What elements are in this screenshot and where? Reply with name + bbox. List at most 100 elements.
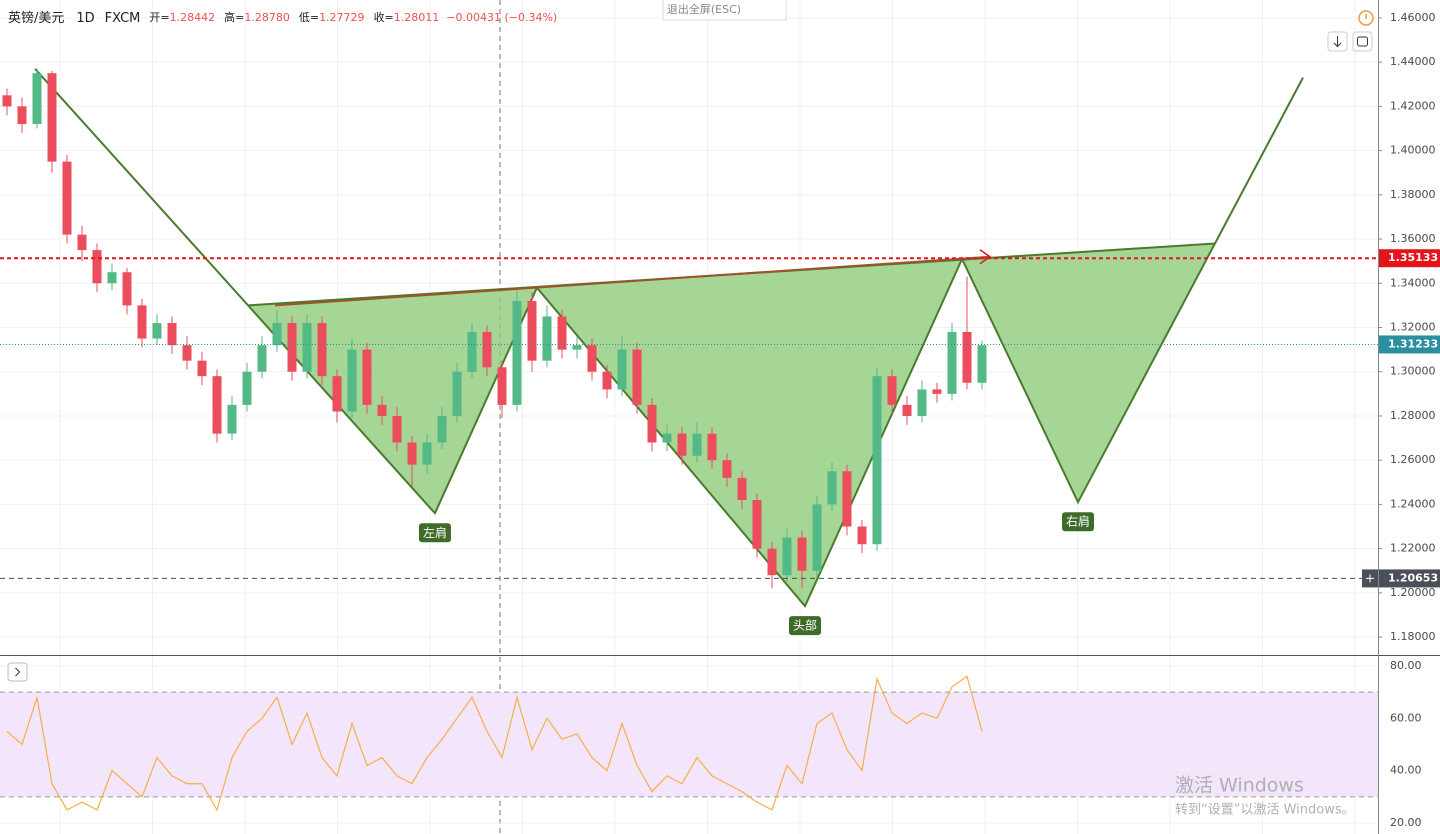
candle-body xyxy=(677,433,687,456)
candle-body xyxy=(512,300,522,405)
price-label: 1.20653 xyxy=(1388,571,1438,584)
candle-body xyxy=(362,349,372,405)
icon-circle xyxy=(1358,10,1374,26)
candle-body xyxy=(212,376,222,434)
candle-body xyxy=(902,404,912,416)
candle-body xyxy=(32,73,42,125)
candle-body xyxy=(242,371,252,405)
candle-body xyxy=(857,526,867,545)
candle-body xyxy=(2,95,12,107)
candle-body xyxy=(482,331,492,368)
neckline xyxy=(274,255,991,307)
candle-body xyxy=(17,106,27,125)
candle-body xyxy=(692,433,702,456)
candle-body xyxy=(797,537,807,571)
candle-body xyxy=(587,345,597,372)
candle-body xyxy=(752,499,762,549)
rsi-tick-label: 20.00 xyxy=(1390,816,1422,829)
icon xyxy=(15,667,21,677)
collapse-button[interactable] xyxy=(7,662,28,682)
candle-body xyxy=(107,272,117,284)
ohlc-value: 1.28442 xyxy=(170,11,216,24)
pattern-label: 右肩 xyxy=(1066,514,1090,529)
candle-body xyxy=(812,504,822,571)
candle-body xyxy=(452,371,462,416)
exit-fullscreen-button[interactable]: 退出全屏(ESC) xyxy=(662,0,787,21)
rsi-pane xyxy=(0,665,1378,824)
candle-body xyxy=(557,316,567,350)
y-tick-label: 1.38000 xyxy=(1390,188,1436,201)
candle-body xyxy=(302,323,312,372)
candle-body xyxy=(227,404,237,434)
ohlc-label: 开= xyxy=(149,11,169,24)
candle-body xyxy=(197,360,207,377)
ohlc-value: 1.27729 xyxy=(319,11,365,24)
candle-body xyxy=(707,433,717,461)
candle-body xyxy=(287,323,297,372)
rsi-line xyxy=(6,675,983,812)
ohlc-label: 收= xyxy=(374,10,394,24)
y-tick-label: 1.40000 xyxy=(1390,144,1436,157)
candle-body xyxy=(872,376,882,545)
candle-body xyxy=(407,442,417,465)
pattern-zigzag xyxy=(247,243,1216,608)
reset-button[interactable] xyxy=(1352,31,1373,52)
candle-body xyxy=(467,331,477,372)
candle-body xyxy=(602,371,612,390)
y-tick-label: 1.24000 xyxy=(1390,497,1436,510)
candle-body xyxy=(932,389,942,394)
candle-body xyxy=(527,300,537,361)
candle-body xyxy=(317,323,327,377)
icon xyxy=(1357,36,1368,47)
pattern-label: 左肩 xyxy=(423,525,447,540)
plus-icon xyxy=(1366,574,1374,583)
warning-icon[interactable] xyxy=(1358,10,1374,26)
button-label: 退出全屏(ESC) xyxy=(667,2,741,16)
pattern-label: 头部 xyxy=(793,618,817,633)
change: −0.00431 (−0.34%) xyxy=(446,11,557,24)
y-tick-label: 1.22000 xyxy=(1390,542,1436,555)
button-bg xyxy=(7,662,28,682)
y-tick-label: 1.42000 xyxy=(1390,99,1436,112)
candle-body xyxy=(497,367,507,405)
neckline-arrowhead xyxy=(979,249,992,265)
candle-body xyxy=(542,316,552,361)
y-tick-label: 1.28000 xyxy=(1390,409,1436,422)
candle-body xyxy=(632,349,642,405)
candle-body xyxy=(347,349,357,412)
pattern-label-bg xyxy=(789,616,822,636)
scroll-button[interactable] xyxy=(1327,31,1348,52)
candle-body xyxy=(722,460,732,478)
ohlc-label: 高= xyxy=(224,10,244,24)
y-tick-label: 1.20000 xyxy=(1390,586,1436,599)
pattern-extension xyxy=(1214,77,1304,244)
candle-body xyxy=(377,404,387,416)
candle-body xyxy=(182,345,192,361)
candle-body xyxy=(842,471,852,527)
candle-body xyxy=(422,442,432,465)
candle-body xyxy=(947,331,957,394)
watermark-title: 激活 Windows xyxy=(1175,775,1304,797)
candle-body xyxy=(962,331,972,383)
rsi-band xyxy=(0,692,1378,797)
candle-body xyxy=(647,404,657,443)
price-label: 1.31233 xyxy=(1388,337,1438,350)
candle-body xyxy=(617,349,627,390)
ohlc-value: 1.28780 xyxy=(244,11,290,24)
candle-body xyxy=(977,345,987,383)
y-tick-label: 1.26000 xyxy=(1390,453,1436,466)
price-label-bg xyxy=(1379,569,1440,588)
y-tick-label: 1.34000 xyxy=(1390,276,1436,289)
candle-body xyxy=(92,250,102,284)
candle-body xyxy=(77,234,87,251)
interval: 1D xyxy=(76,11,94,26)
watermark-subtitle: 转到“设置”以激活 Windows。 xyxy=(1175,803,1355,818)
y-tick-label: 1.18000 xyxy=(1390,630,1436,643)
candle-body xyxy=(737,477,747,500)
candle-body xyxy=(332,376,342,412)
candle-body xyxy=(392,415,402,443)
candle-body xyxy=(662,433,672,443)
rsi-tick-label: 60.00 xyxy=(1390,711,1422,724)
